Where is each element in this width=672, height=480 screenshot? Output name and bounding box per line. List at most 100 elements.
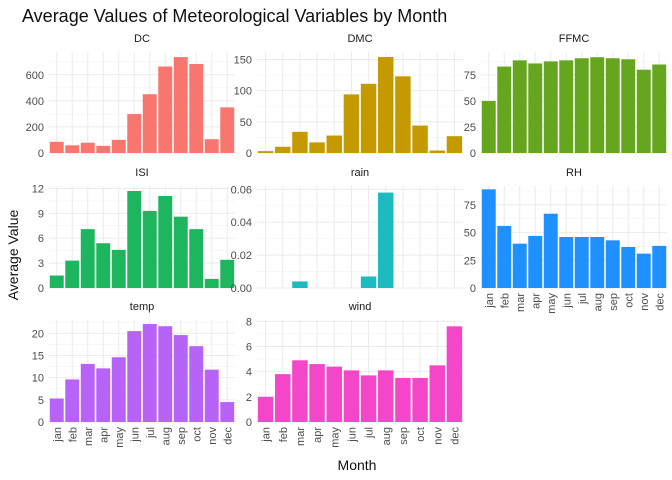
bar-rh-feb	[497, 225, 512, 288]
bar-temp-feb	[65, 379, 80, 422]
y-tick-label: 50	[240, 117, 252, 129]
facet-panel-rh: RH 0 25 50 75 jan feb mar apr may jun jul aug sep oct n…	[464, 167, 667, 314]
bar-rh-dec	[652, 245, 667, 288]
bar-ffmc-aug	[590, 57, 605, 153]
bar-isi-sep	[173, 216, 188, 288]
x-tick-label: mar	[295, 427, 307, 446]
bar-dc-sep	[173, 57, 188, 153]
facet-panel-ffmc: FFMC 0 25 50 75	[464, 33, 667, 160]
bar-ffmc-feb	[497, 66, 512, 153]
bar-dmc-jun	[343, 94, 360, 153]
bar-isi-jan	[49, 275, 64, 288]
x-tick-label: jun	[346, 427, 358, 443]
y-tick-label: 0.06	[231, 184, 252, 196]
bar-ffmc-jan	[481, 100, 496, 153]
y-tick-label: 10	[32, 373, 44, 385]
bar-dc-jan	[49, 141, 64, 153]
bar-rh-nov	[636, 253, 651, 288]
bar-wind-jan	[257, 396, 274, 422]
facet-label: rain	[351, 167, 369, 179]
x-tick-label: mar	[83, 427, 95, 446]
x-tick-label: jan	[484, 293, 496, 309]
bar-ffmc-oct	[621, 59, 636, 153]
y-tick-label: 2	[246, 392, 252, 404]
x-tick-label: apr	[312, 427, 324, 443]
x-tick-label: jun	[561, 293, 573, 309]
bar-rh-jan	[481, 189, 496, 288]
y-tick-label: 400	[26, 96, 44, 108]
bar-isi-mar	[80, 229, 95, 288]
bar-wind-jun	[343, 370, 360, 422]
y-tick-label: 600	[26, 70, 44, 82]
bar-dmc-nov	[429, 150, 445, 153]
bar-temp-aug	[158, 326, 173, 422]
bar-rh-jul	[574, 237, 589, 288]
x-tick-label: aug	[592, 293, 604, 311]
x-tick-label: sep	[176, 427, 188, 445]
bar-dc-apr	[96, 145, 111, 153]
y-tick-label: 0.02	[231, 250, 252, 262]
facet-panel-dc: DC 0 200 400 600	[26, 33, 235, 160]
x-tick-label: oct	[415, 427, 427, 442]
x-tick-label: feb	[499, 293, 511, 308]
bar-ffmc-nov	[636, 69, 651, 153]
y-tick-label: 50	[464, 96, 476, 108]
bar-wind-dec	[446, 326, 463, 422]
x-tick-label: dec	[654, 293, 666, 311]
bar-dmc-oct	[412, 125, 428, 153]
bar-rh-jun	[559, 237, 574, 288]
x-tick-label: may	[329, 427, 341, 448]
bar-wind-aug	[378, 370, 394, 422]
y-tick-label: 75	[464, 70, 476, 82]
bar-ffmc-may	[543, 61, 558, 153]
x-tick-label: oct	[623, 293, 635, 308]
bar-rain-mar	[292, 281, 308, 288]
facet-label: FFMC	[559, 33, 590, 45]
x-tick-label: nov	[639, 293, 651, 311]
bar-wind-nov	[429, 365, 445, 422]
y-tick-label: 50	[464, 228, 476, 240]
x-tick-label: aug	[381, 427, 393, 445]
x-axis-title: Month	[338, 457, 377, 473]
bar-isi-oct	[189, 229, 204, 288]
y-tick-label: 20	[32, 328, 44, 340]
y-tick-label: 0	[470, 283, 476, 295]
x-tick-label: sep	[398, 427, 410, 445]
bar-rh-apr	[528, 235, 543, 288]
bar-dc-may	[111, 139, 126, 153]
x-tick-label: nov	[432, 427, 444, 445]
x-tick-label: jan	[261, 427, 273, 443]
bar-dc-nov	[204, 139, 219, 153]
bar-dc-oct	[189, 63, 204, 153]
facet-panel-temp: temp 0 5 10 15 20 jan feb mar apr may jun jul aug sep o…	[32, 301, 235, 448]
bar-wind-oct	[412, 377, 428, 422]
bar-isi-nov	[204, 278, 219, 288]
bar-ffmc-apr	[528, 63, 543, 153]
y-tick-label: 150	[234, 54, 252, 66]
y-tick-label: 12	[32, 183, 44, 195]
y-tick-label: 0	[38, 283, 44, 295]
facet-label: wind	[348, 301, 372, 313]
x-tick-label: may	[546, 293, 558, 314]
bar-wind-apr	[309, 364, 325, 422]
y-tick-label: 9	[38, 208, 44, 220]
bar-dc-jun	[127, 114, 142, 153]
bar-dmc-jan	[257, 151, 274, 153]
bar-dmc-mar	[292, 131, 308, 153]
bar-dmc-dec	[446, 136, 463, 153]
bar-rh-aug	[590, 237, 605, 288]
y-tick-label: 3	[38, 258, 44, 270]
y-tick-label: 75	[464, 200, 476, 212]
x-tick-label: jul	[145, 427, 157, 439]
facet-panel-wind: wind 0 2 4 6 8 jan feb mar apr may jun jul aug sep oct n…	[246, 301, 463, 448]
bar-ffmc-jul	[574, 58, 589, 153]
bar-dmc-jul	[360, 83, 377, 153]
bar-isi-apr	[96, 243, 111, 288]
bar-ffmc-dec	[652, 64, 667, 153]
bar-temp-jun	[127, 331, 142, 422]
bar-dmc-feb	[275, 146, 291, 153]
facet-panel-isi: ISI 0 3 6 9 12	[32, 167, 235, 295]
bar-isi-feb	[65, 260, 80, 288]
bar-temp-dec	[220, 402, 235, 422]
